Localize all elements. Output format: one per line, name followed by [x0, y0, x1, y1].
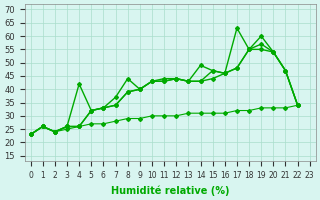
X-axis label: Humidité relative (%): Humidité relative (%): [111, 185, 229, 196]
